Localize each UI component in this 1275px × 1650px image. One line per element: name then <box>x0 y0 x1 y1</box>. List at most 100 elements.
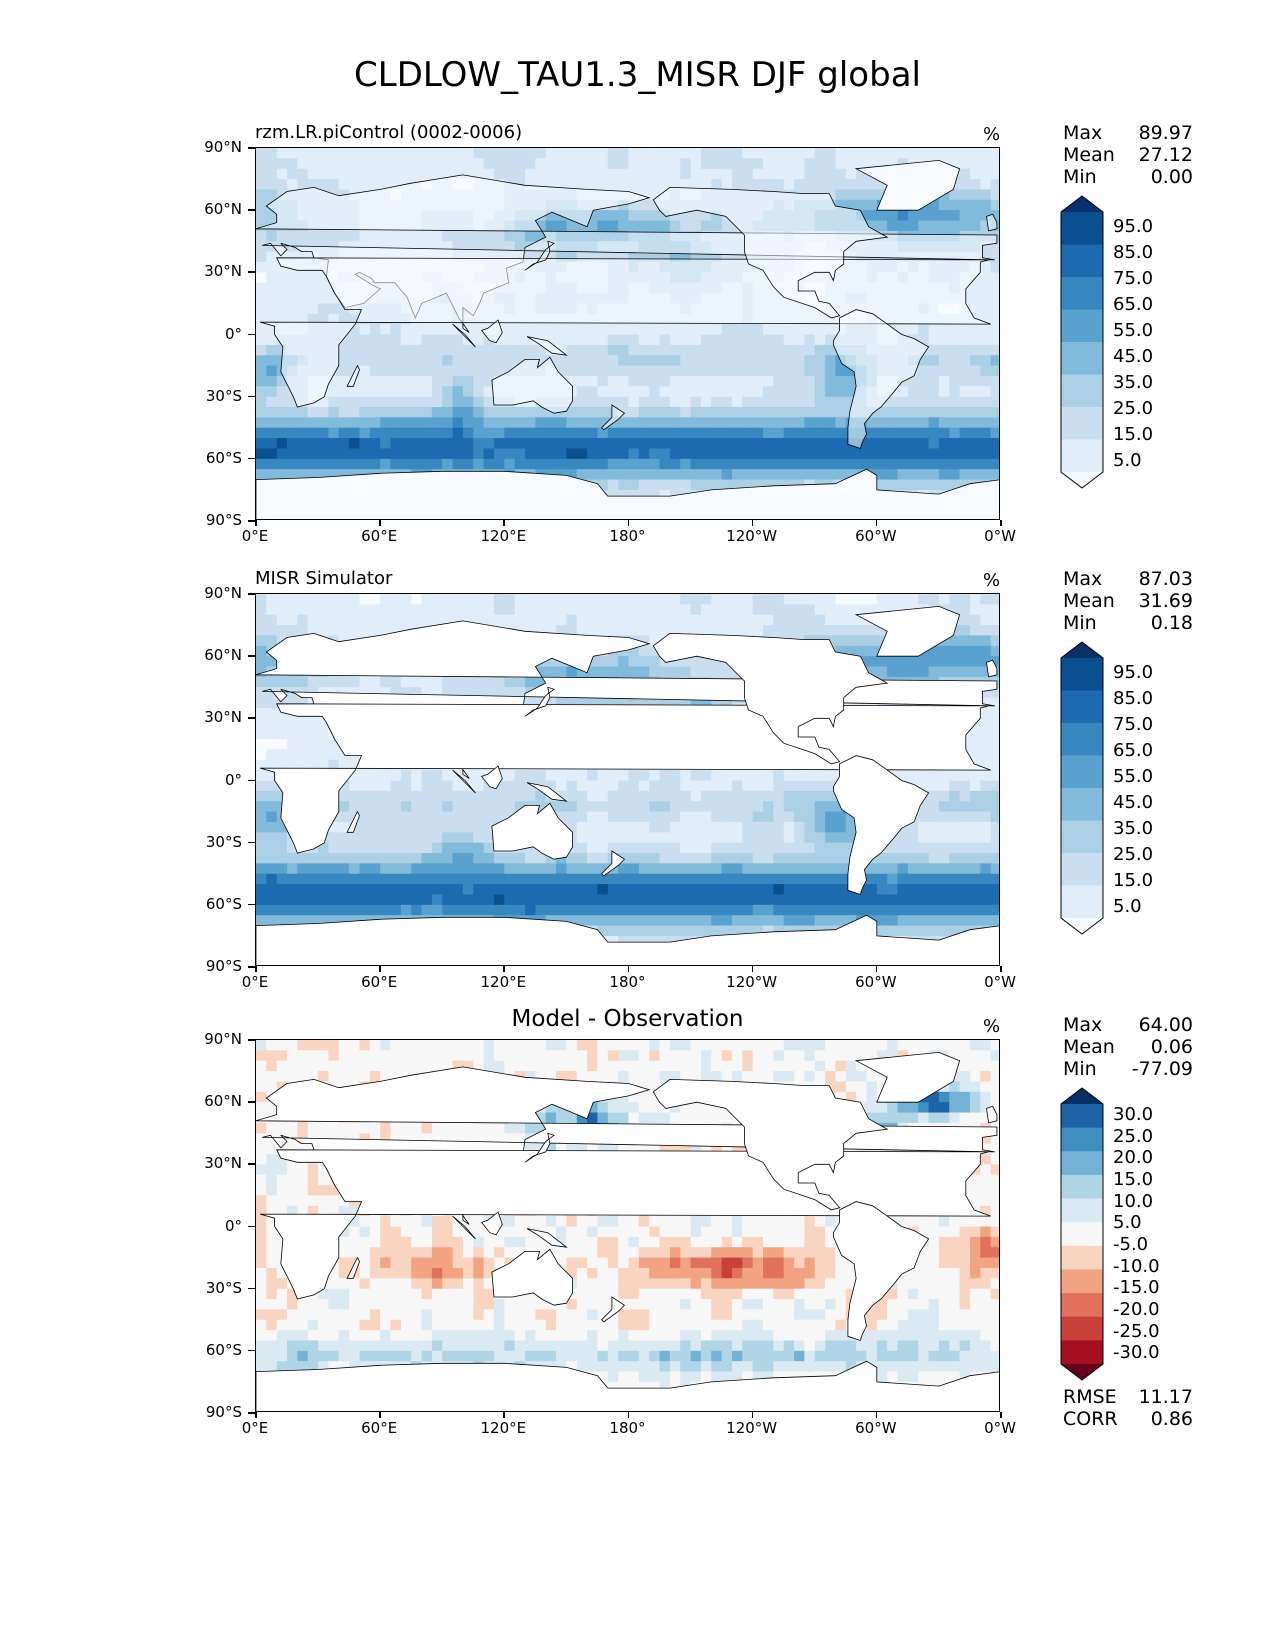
panel-title: Model - Observation <box>511 1006 744 1032</box>
colorbar-tick-label: -25.0 <box>1113 1320 1160 1342</box>
lon-tick-label: 60°W <box>855 527 897 545</box>
stat-label: Min <box>1063 166 1097 188</box>
colorbar-segment <box>1061 277 1103 310</box>
lon-tick-label: 180° <box>609 1419 646 1437</box>
colorbar-tick-label: 25.0 <box>1113 398 1154 419</box>
lat-tick-label: 90°N <box>204 1030 242 1048</box>
colorbar-segment <box>1061 212 1103 245</box>
colorbar-tick-label: 25.0 <box>1113 1125 1154 1147</box>
colorbar-extend-max <box>1061 196 1103 212</box>
colorbar-tick-label: -30.0 <box>1113 1342 1160 1364</box>
lat-tick-label: 0° <box>224 1216 242 1235</box>
colorbar-tick-label: 20.0 <box>1113 1147 1154 1169</box>
colorbar <box>1060 641 1104 939</box>
lon-tick-label: 120°W <box>726 527 778 545</box>
panel-stats: Max 87.03 Mean 31.69 Min 0.18 <box>1063 568 1193 634</box>
map-field <box>256 1040 999 1411</box>
colorbar-tick-label: 75.0 <box>1113 714 1154 735</box>
coastline-namerica <box>652 1078 889 1211</box>
lon-tick-label: 180° <box>609 527 646 545</box>
colorbar-outline <box>1060 641 1104 935</box>
coastline-greenland <box>854 1051 961 1103</box>
stat-label: Max <box>1063 122 1103 144</box>
coastline-madagascar <box>346 810 360 833</box>
coastline-antarctica <box>256 468 999 519</box>
lat-tick <box>248 655 255 657</box>
coastline-samerica <box>833 1201 930 1342</box>
lon-tick-label: 120°W <box>726 973 778 991</box>
map-field <box>256 594 999 965</box>
coastline-sumatra <box>452 769 476 794</box>
coastline-japan <box>524 686 555 717</box>
lon-tick <box>255 966 257 972</box>
lon-tick <box>503 1412 505 1418</box>
lat-tick <box>248 395 255 398</box>
lon-tick-label: 60°W <box>855 973 897 991</box>
colorbar-segment <box>1061 439 1103 473</box>
colorbar-tick-label: 85.0 <box>1113 688 1154 709</box>
panel-title: MISR Simulator <box>255 568 393 589</box>
colorbar-segment <box>1061 723 1103 756</box>
lon-tick <box>751 966 754 972</box>
stat-row: Min -77.09 <box>1063 1058 1193 1080</box>
stat-label: Mean <box>1063 590 1115 612</box>
lon-tick <box>503 966 505 972</box>
lat-tick-label: 30°S <box>205 832 242 851</box>
colorbar-extend-max <box>1061 1088 1103 1104</box>
lon-tick <box>379 520 381 526</box>
colorbar-segment <box>1061 1222 1103 1247</box>
stat-row: Mean 27.12 <box>1063 144 1193 166</box>
panel-unit: % <box>983 124 1001 145</box>
lon-tick <box>875 1412 878 1418</box>
lat-tick <box>248 903 255 906</box>
colorbar <box>1060 1087 1104 1385</box>
lat-tick-label: 90°S <box>205 511 242 529</box>
lat-tick-label: 60°N <box>204 200 242 219</box>
stat-label: Max <box>1063 1014 1103 1036</box>
lon-tick-label: 120°E <box>480 1419 527 1437</box>
coastline-newguinea <box>526 336 568 356</box>
lat-tick <box>248 1163 255 1165</box>
colorbar-tick-label: 15.0 <box>1113 424 1154 445</box>
coastline-greenland <box>854 159 961 211</box>
panel-title: rzm.LR.piControl (0002-0006) <box>255 122 523 143</box>
colorbar-tick-label: -5.0 <box>1113 1233 1149 1255</box>
lon-tick-label: 60°W <box>855 1419 897 1437</box>
coastline-borneo <box>480 319 503 344</box>
lat-tick <box>248 457 255 460</box>
coastline-borneo <box>480 1211 503 1236</box>
colorbar-tick-label: -10.0 <box>1113 1255 1160 1277</box>
lon-tick-label: 120°E <box>480 973 527 991</box>
map-field <box>256 148 999 519</box>
lon-tick <box>1000 1412 1002 1418</box>
colorbar-segment <box>1061 407 1103 440</box>
stat-label: Max <box>1063 568 1103 590</box>
colorbar-extend-min <box>1061 472 1103 488</box>
stat-label: Mean <box>1063 1036 1115 1058</box>
lon-tick <box>255 1412 257 1418</box>
lat-tick-label: 0° <box>224 324 242 343</box>
stat-label: Min <box>1063 612 1097 634</box>
lat-tick <box>248 593 255 595</box>
coastline-madagascar <box>346 1256 360 1279</box>
stat-value: 0.86 <box>1150 1408 1193 1430</box>
lat-tick-label: 90°S <box>205 1403 242 1421</box>
lat-tick <box>248 271 255 273</box>
coastline-australia <box>491 1248 574 1306</box>
lat-tick-label: 90°N <box>204 584 242 602</box>
colorbar-extend-min <box>1061 918 1103 934</box>
figure-title: CLDLOW_TAU1.3_MISR DJF global <box>354 55 921 95</box>
lon-tick-label: 0°W <box>984 527 1016 545</box>
error-stats: RMSE 11.17 CORR 0.86 <box>1063 1386 1193 1430</box>
lon-tick <box>627 520 629 526</box>
coastline-australia <box>491 802 574 860</box>
lon-tick-label: 60°E <box>361 1419 398 1437</box>
coastline-samerica <box>833 309 930 450</box>
stat-label: Mean <box>1063 144 1115 166</box>
lon-tick <box>1000 520 1002 526</box>
coastline-newzealand <box>601 1296 626 1323</box>
lon-tick-label: 180° <box>609 973 646 991</box>
colorbar-tick-label: 15.0 <box>1113 870 1154 891</box>
lon-tick <box>379 1412 381 1418</box>
colorbar-segment <box>1061 1104 1103 1129</box>
